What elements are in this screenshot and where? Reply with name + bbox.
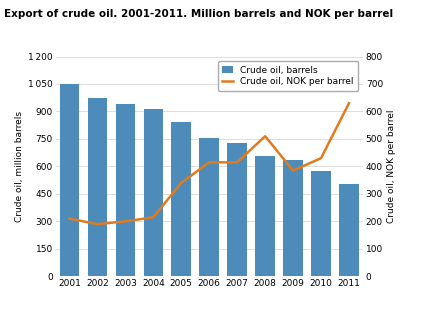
- Bar: [87, 98, 107, 276]
- Bar: [115, 104, 135, 276]
- Text: Export of crude oil. 2001-2011. Million barrels and NOK per barrel: Export of crude oil. 2001-2011. Million …: [4, 9, 392, 19]
- Bar: [227, 143, 246, 276]
- Bar: [338, 184, 358, 276]
- Bar: [255, 156, 274, 276]
- Y-axis label: Crude oil, million barrels: Crude oil, million barrels: [15, 111, 24, 222]
- Legend: Crude oil, barrels, Crude oil, NOK per barrel: Crude oil, barrels, Crude oil, NOK per b…: [217, 61, 357, 91]
- Bar: [199, 138, 219, 276]
- Bar: [282, 160, 302, 276]
- Bar: [171, 122, 190, 276]
- Bar: [311, 171, 330, 276]
- Y-axis label: Crude oil, NOK per barrel: Crude oil, NOK per barrel: [386, 110, 395, 223]
- Bar: [60, 84, 79, 276]
- Bar: [143, 109, 163, 276]
